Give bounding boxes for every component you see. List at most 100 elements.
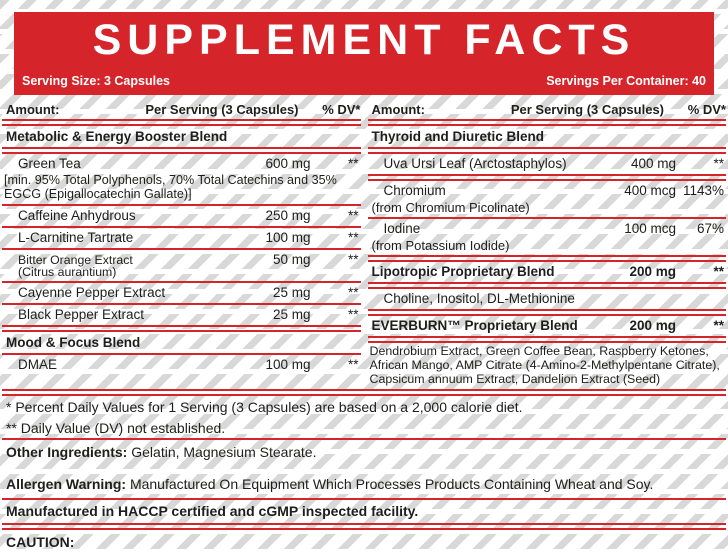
section-title: Thyroid and Diuretic Blend bbox=[371, 129, 545, 144]
divider bbox=[367, 336, 726, 343]
ingredient-amount: 600 mg bbox=[265, 156, 311, 171]
right-column: Amount: Per Serving (3 Capsules) % DV* T… bbox=[367, 100, 727, 389]
ingredient-name: L-Carnitine Tartrate bbox=[18, 230, 134, 245]
ingredient-name: Chromium bbox=[383, 183, 446, 198]
dv-not-established-footnote: ** Daily Value (DV) not established. bbox=[6, 420, 226, 437]
ingredient-name: Green Tea bbox=[18, 156, 81, 171]
divider bbox=[2, 226, 361, 228]
blend-name: EVERBURN™ Proprietary Blend bbox=[371, 318, 578, 333]
blend-row: EVERBURN™ Proprietary Blend 200 mg ** bbox=[368, 316, 727, 336]
ingredient-amount: 100 mcg bbox=[624, 221, 676, 236]
blend-dv: ** bbox=[713, 318, 724, 333]
allergen-warning: Allergen Warning: Manufactured On Equipm… bbox=[2, 472, 726, 498]
ingredient-amount: 400 mcg bbox=[624, 183, 676, 198]
ingredient-name: Bitter Orange Extract (Citrus aurantium) bbox=[2, 254, 243, 279]
column-header-right: Amount: Per Serving (3 Capsules) % DV* bbox=[368, 100, 727, 119]
ingredient-dv: ** bbox=[347, 285, 359, 300]
dv-header: % DV* bbox=[687, 102, 726, 117]
percent-dv-footnote: * Percent Daily Values for 1 Serving (3 … bbox=[6, 399, 523, 416]
other-ingredients: Other Ingredients: Gelatin, Magnesium St… bbox=[2, 440, 726, 472]
other-ingredients-text: Gelatin, Magnesium Stearate. bbox=[131, 444, 317, 461]
ingredient-row: Caffeine Anhydrous 250 mg ** bbox=[2, 206, 361, 226]
ingredient-row: DMAE 100 mg ** bbox=[2, 355, 361, 375]
divider bbox=[2, 325, 361, 332]
ingredient-amount: 25 mg bbox=[272, 307, 311, 322]
ingredient-dv: ** bbox=[347, 156, 359, 171]
divider bbox=[367, 255, 726, 262]
ingredient-name: Uva Ursi Leaf (Arctostaphylos) bbox=[383, 156, 567, 171]
ingredient-dv: 67% bbox=[696, 221, 724, 236]
divider bbox=[2, 281, 361, 283]
ingredient-name: Iodine bbox=[383, 221, 421, 236]
divider bbox=[367, 174, 726, 181]
divider bbox=[367, 309, 726, 316]
blend-contents: Dendrobium Extract, Green Coffee Bean, R… bbox=[369, 344, 720, 386]
other-ingredients-label: Other Ingredients: bbox=[6, 444, 128, 461]
allergen-warning-text: Manufactured On Equipment Which Processe… bbox=[129, 476, 654, 493]
blend-amount: 200 mg bbox=[629, 264, 676, 279]
divider bbox=[2, 248, 361, 250]
divider bbox=[367, 119, 726, 126]
ingredient-row: L-Carnitine Tartrate 100 mg ** bbox=[2, 228, 361, 248]
divider bbox=[2, 389, 726, 397]
ingredient-dv: ** bbox=[347, 252, 359, 267]
ingredient-dv: ** bbox=[347, 230, 359, 245]
ingredient-row: Cayenne Pepper Extract 25 mg ** bbox=[2, 283, 361, 303]
blend-contents: Choline, Inositol, DL-Methionine bbox=[383, 291, 575, 306]
ingredient-row: Green Tea 600 mg ** bbox=[2, 154, 361, 174]
ingredient-note: [min. 95% Total Polyphenols, 70% Total C… bbox=[4, 173, 337, 201]
caution-label: CAUTION: bbox=[6, 534, 75, 551]
divider bbox=[2, 438, 726, 441]
ingredient-amount: 400 mg bbox=[630, 156, 676, 171]
ingredient-name: Cayenne Pepper Extract bbox=[18, 285, 166, 300]
header-banner: SUPPLEMENT FACTS Serving Size: 3 Capsule… bbox=[14, 12, 714, 95]
divider bbox=[2, 119, 361, 126]
blend-dv: ** bbox=[713, 264, 724, 279]
divider bbox=[367, 217, 726, 219]
caution-text: If you are pregnant, nursing a baby, or … bbox=[2, 550, 726, 554]
servings-per-container: Servings Per Container: 40 bbox=[546, 74, 706, 88]
per-serving-header: Per Serving (3 Capsules) bbox=[145, 102, 299, 117]
divider bbox=[2, 303, 361, 305]
blend-name: Lipotropic Proprietary Blend bbox=[371, 264, 555, 279]
ingredient-dv: 1143% bbox=[682, 183, 724, 198]
divider bbox=[2, 498, 726, 501]
ingredient-amount: 50 mg bbox=[272, 252, 311, 267]
facts-table: Amount: Per Serving (3 Capsules) % DV* M… bbox=[2, 100, 726, 389]
ingredient-dv: ** bbox=[347, 357, 359, 372]
ingredient-dv: ** bbox=[347, 208, 359, 223]
ingredient-amount: 100 mg bbox=[265, 230, 311, 245]
amount-header: Amount: bbox=[6, 102, 60, 117]
serving-info-row: Serving Size: 3 Capsules Servings Per Co… bbox=[22, 74, 706, 88]
ingredient-dv: ** bbox=[713, 156, 724, 171]
divider bbox=[367, 147, 726, 154]
divider bbox=[2, 353, 361, 355]
left-column: Amount: Per Serving (3 Capsules) % DV* M… bbox=[2, 100, 361, 389]
facility-statement: Manufactured in HACCP certified and cGMP… bbox=[6, 503, 419, 520]
column-header-left: Amount: Per Serving (3 Capsules) % DV* bbox=[2, 100, 361, 119]
ingredient-row: Bitter Orange Extract (Citrus aurantium)… bbox=[2, 250, 361, 281]
section-title: Metabolic & Energy Booster Blend bbox=[6, 129, 228, 144]
ingredient-row: Iodine 100 mcg 67% bbox=[368, 219, 727, 239]
amount-header: Amount: bbox=[371, 102, 425, 117]
serving-size: Serving Size: 3 Capsules bbox=[22, 74, 170, 88]
divider bbox=[2, 204, 361, 206]
ingredient-subname: (Citrus aurantium) bbox=[18, 264, 117, 279]
blend-row: Lipotropic Proprietary Blend 200 mg ** bbox=[368, 262, 727, 282]
ingredient-subname: (from Chromium Picolinate) bbox=[371, 200, 530, 215]
divider bbox=[2, 523, 726, 531]
section-title: Mood & Focus Blend bbox=[6, 335, 141, 350]
ingredient-row: Uva Ursi Leaf (Arctostaphylos) 400 mg ** bbox=[368, 154, 727, 174]
ingredient-amount: 100 mg bbox=[265, 357, 311, 372]
divider bbox=[367, 282, 726, 289]
page-title: SUPPLEMENT FACTS bbox=[92, 16, 636, 64]
ingredient-row: Chromium 400 mcg 1143% bbox=[368, 181, 727, 201]
ingredient-name: Caffeine Anhydrous bbox=[18, 208, 136, 223]
per-serving-header: Per Serving (3 Capsules) bbox=[510, 102, 664, 117]
divider bbox=[2, 147, 361, 154]
ingredient-amount: 250 mg bbox=[265, 208, 311, 223]
ingredient-row: Black Pepper Extract 25 mg ** bbox=[2, 305, 361, 325]
footer-block: * Percent Daily Values for 1 Serving (3 … bbox=[2, 389, 726, 554]
ingredient-name: DMAE bbox=[18, 357, 58, 372]
